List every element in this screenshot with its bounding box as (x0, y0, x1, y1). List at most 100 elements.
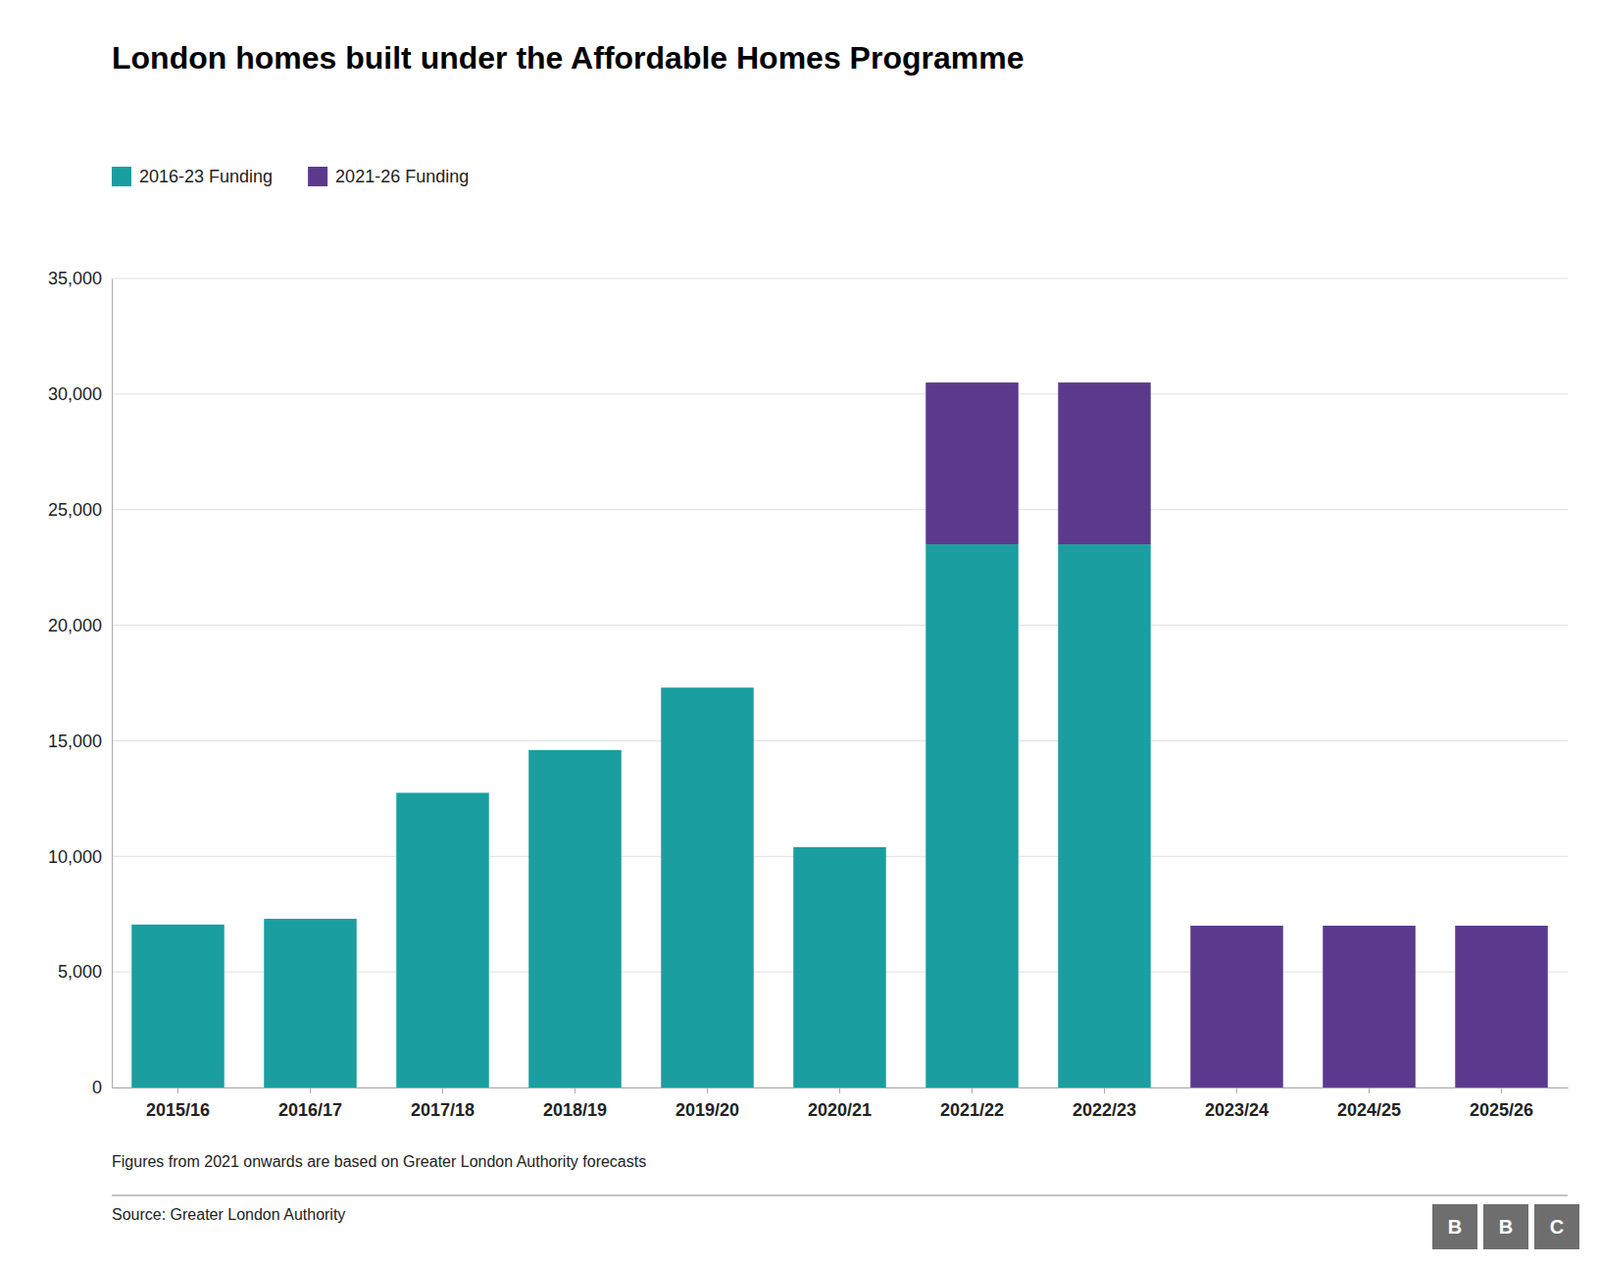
grid-line (111, 393, 1568, 395)
x-tick: 2020/21 (807, 1087, 872, 1120)
bar (528, 749, 622, 750)
x-tick-label: 2019/20 (675, 1100, 740, 1120)
x-tick-label: 2017/18 (410, 1100, 475, 1120)
legend-label: 2016-23 Funding (139, 166, 273, 187)
x-tick-label: 2023/24 (1204, 1100, 1269, 1120)
grid-line (111, 624, 1568, 626)
y-tick-label: 35,000 (48, 268, 102, 289)
bar (1454, 925, 1549, 1088)
legend-item: 2016-23 Funding (111, 166, 273, 187)
bars (131, 382, 1549, 1088)
bar (660, 687, 754, 689)
x-tick-label: 2025/26 (1469, 1100, 1534, 1120)
bar (1057, 382, 1151, 545)
bar (1057, 544, 1151, 1088)
bar-series (131, 544, 1151, 1088)
x-tick-mark (1500, 1087, 1502, 1094)
legend-swatch (307, 166, 328, 187)
logo: BBC (1432, 1203, 1580, 1250)
legend-label: 2021-26 Funding (335, 166, 469, 187)
bar (1322, 925, 1416, 1088)
bar-series (925, 382, 1549, 1088)
legend: 2016-23 Funding 2021-26 Funding (111, 166, 469, 187)
x-tick: 2016/17 (278, 1087, 343, 1120)
legend-item: 2021-26 Funding (307, 166, 469, 187)
grid-line (111, 508, 1568, 510)
bar (131, 924, 225, 1088)
y-tick-label: 30,000 (48, 384, 102, 404)
bar (396, 792, 490, 1088)
chart-svg: London homes built under the Affordable … (0, 0, 1600, 1265)
x-tick-mark (309, 1087, 311, 1094)
x-tick-label: 2021/22 (940, 1100, 1004, 1120)
x-tick-mark (1103, 1087, 1105, 1094)
grid-line (111, 278, 1568, 280)
y-tick-label: 5,000 (57, 961, 102, 982)
x-tick-mark (574, 1087, 576, 1094)
x-tick-mark (971, 1087, 973, 1094)
y-tick: 30,000 (48, 384, 112, 404)
footnote: Figures from 2021 onwards are based on G… (111, 1152, 647, 1170)
x-tick-mark (839, 1087, 841, 1094)
x-tick-label: 2024/25 (1337, 1100, 1401, 1120)
bar (793, 847, 887, 1088)
bar (396, 792, 490, 794)
title: London homes built under the Affordable … (111, 40, 1024, 76)
bar (925, 382, 1019, 545)
x-tick-mark (1368, 1087, 1370, 1094)
bar (925, 544, 1019, 1088)
logo-letter: C (1550, 1215, 1564, 1238)
x-tick-label: 2015/16 (146, 1100, 210, 1120)
bar (263, 918, 357, 1088)
y-tick: 0 (92, 1077, 112, 1098)
logo-box (1534, 1203, 1580, 1250)
x-tick: 2023/24 (1204, 1087, 1269, 1120)
x-tick-label: 2018/19 (543, 1100, 607, 1120)
x-tick-mark (177, 1087, 179, 1094)
source: Source: Greater London Authority (111, 1205, 346, 1223)
y-tick: 10,000 (48, 847, 112, 867)
logo-box (1432, 1203, 1478, 1250)
x-tick: 2022/23 (1072, 1087, 1137, 1120)
y-tick-label: 20,000 (48, 615, 102, 636)
logo-letter: B (1448, 1215, 1462, 1238)
logo-letter: B (1499, 1215, 1513, 1238)
source-rule (111, 1195, 1568, 1197)
y-tick-label: 15,000 (48, 731, 102, 751)
x-tick-mark (442, 1087, 444, 1094)
x-tick: 2015/16 (146, 1087, 210, 1120)
x-axis: 2015/16 2016/17 2017/18 2018/19 2019/20 2020/… (112, 1087, 1569, 1120)
y-axis: 0 5,000 10,000 15,000 20,000 25,000 30,000 35,0… (48, 268, 113, 1098)
y-axis-line (111, 279, 113, 1089)
bar (1190, 925, 1284, 1088)
x-tick: 2021/22 (940, 1087, 1004, 1120)
y-tick: 5,000 (57, 961, 112, 982)
plot: 0 5,000 10,000 15,000 20,000 25,000 30,000 35,0… (48, 268, 1569, 1120)
x-tick: 2017/18 (410, 1087, 475, 1120)
x-tick-mark (1236, 1087, 1238, 1094)
x-tick: 2025/26 (1469, 1087, 1534, 1120)
bar (793, 846, 887, 848)
grid (111, 278, 1568, 1088)
bar (131, 923, 225, 925)
y-tick-label: 25,000 (48, 500, 102, 520)
y-tick: 15,000 (48, 731, 112, 751)
y-tick: 20,000 (48, 615, 112, 636)
legend-swatch (111, 166, 132, 187)
bar (528, 750, 622, 1088)
x-tick-mark (706, 1087, 708, 1094)
x-tick: 2018/19 (543, 1087, 607, 1120)
x-tick-label: 2020/21 (807, 1100, 872, 1120)
x-tick: 2019/20 (675, 1087, 740, 1120)
logo-box (1483, 1203, 1529, 1250)
grid-line (111, 740, 1568, 742)
x-tick-label: 2016/17 (278, 1100, 343, 1120)
bar (263, 917, 357, 919)
y-tick: 35,000 (48, 268, 112, 289)
x-tick: 2024/25 (1337, 1087, 1401, 1120)
x-tick-label: 2022/23 (1072, 1100, 1137, 1120)
y-tick-label: 10,000 (48, 847, 102, 867)
bar (660, 687, 754, 1088)
y-tick: 25,000 (48, 500, 112, 520)
y-tick-label: 0 (92, 1077, 102, 1098)
